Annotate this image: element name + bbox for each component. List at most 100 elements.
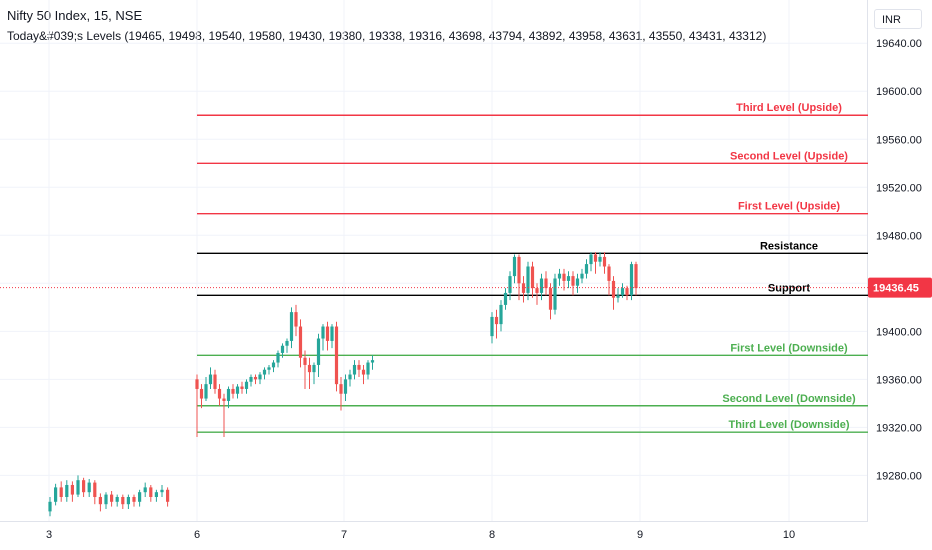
price-axis[interactable]: 19280.0019320.0019360.0019400.0019440.00… <box>876 38 922 482</box>
price-tick-label: 19320.00 <box>876 422 922 434</box>
candle-body <box>602 256 607 267</box>
candle-body <box>517 256 521 284</box>
candle-body <box>307 364 312 373</box>
candle-body <box>352 364 357 375</box>
candle-body <box>132 496 136 502</box>
price-tick-label: 19480.00 <box>876 230 922 242</box>
currency-button[interactable]: INR <box>874 9 922 29</box>
candle-body <box>121 496 125 505</box>
candle-body <box>598 256 602 262</box>
candle-body <box>494 316 499 325</box>
candle-body <box>235 386 240 394</box>
price-tick-label: 19560.00 <box>876 134 922 146</box>
candle-body <box>357 364 361 370</box>
price-tick-label: 19280.00 <box>876 470 922 482</box>
candle-body <box>316 338 321 365</box>
candle-body <box>208 374 213 385</box>
candle-body <box>166 489 170 502</box>
candle-body <box>149 487 153 497</box>
candle-body <box>535 288 539 293</box>
candle-body <box>154 492 158 497</box>
time-tick-label: 10 <box>783 529 795 541</box>
candle-body <box>138 492 142 502</box>
candle-body <box>285 340 289 346</box>
candle-body <box>611 280 616 298</box>
candle-body <box>213 374 217 389</box>
candle-body <box>204 384 208 399</box>
candle-body <box>143 487 147 493</box>
candle-body <box>330 326 334 341</box>
price-tick-label: 19360.00 <box>876 374 922 386</box>
level-label: Resistance <box>760 240 818 252</box>
candle-body <box>625 288 629 296</box>
candle-body <box>553 278 557 310</box>
candle-body <box>539 278 544 293</box>
level-label: First Level (Downside) <box>730 342 848 354</box>
candle-body <box>195 379 199 389</box>
candle-body <box>240 386 244 389</box>
candle-body <box>244 381 249 389</box>
candle-body <box>607 266 611 281</box>
candle-body <box>526 266 530 293</box>
candle-body <box>503 292 508 305</box>
candle-body <box>65 484 69 497</box>
chart-title: Nifty 50 Index, 15, NSE <box>7 8 143 23</box>
candle-body <box>280 345 285 353</box>
candle-body <box>508 276 512 293</box>
candle-body <box>366 362 370 375</box>
candle-body <box>93 482 97 497</box>
time-axis[interactable]: 3 6 7 8 9 10 <box>46 529 795 541</box>
candle-body <box>160 489 164 493</box>
level-label: Second Level (Upside) <box>730 150 848 162</box>
time-tick-label: 9 <box>637 529 643 541</box>
level-label: First Level (Upside) <box>738 201 840 213</box>
candle-body <box>110 494 114 502</box>
candle-body <box>343 379 348 394</box>
candle-body <box>562 273 566 281</box>
time-tick-label: 6 <box>194 529 200 541</box>
candle-body <box>557 273 562 279</box>
candle-body <box>126 496 130 505</box>
candle-body <box>544 278 548 289</box>
time-tick-label: 7 <box>341 529 347 541</box>
candle-body <box>70 484 74 495</box>
candle-body <box>303 357 307 365</box>
candle-body <box>76 480 80 495</box>
candle-body <box>294 312 298 327</box>
candle-body <box>580 273 584 279</box>
candle-body <box>575 278 580 286</box>
candle-body <box>217 388 222 399</box>
candle-body <box>321 326 325 339</box>
candle-body <box>370 360 375 363</box>
grid-lines <box>0 0 868 521</box>
candle-body <box>253 376 258 380</box>
candle-body <box>267 367 271 370</box>
candle-body <box>199 388 204 399</box>
candle-body <box>298 326 303 358</box>
price-tick-label: 19600.00 <box>876 86 922 98</box>
candle-body <box>231 388 235 394</box>
candle-body <box>271 362 276 368</box>
candle-body <box>548 288 553 310</box>
candle-body <box>512 256 517 277</box>
level-label: Third Level (Upside) <box>736 102 842 114</box>
price-tick-label: 19400.00 <box>876 326 922 338</box>
candle-body <box>82 480 86 493</box>
candle-body <box>312 364 316 373</box>
candle-body <box>226 388 231 401</box>
candle-body <box>490 316 494 337</box>
candle-body <box>584 264 589 274</box>
candles <box>48 252 638 517</box>
candle-body <box>361 369 366 375</box>
candle-body <box>104 494 108 505</box>
candle-body <box>289 312 294 341</box>
candle-body <box>629 264 634 296</box>
time-tick-label: 8 <box>489 529 495 541</box>
candle-body <box>593 254 598 262</box>
candle-body <box>249 376 253 382</box>
candle-body <box>48 501 52 512</box>
level-label: Second Level (Downside) <box>722 393 856 405</box>
level-label: Support <box>768 282 810 294</box>
candle-body <box>620 288 625 296</box>
